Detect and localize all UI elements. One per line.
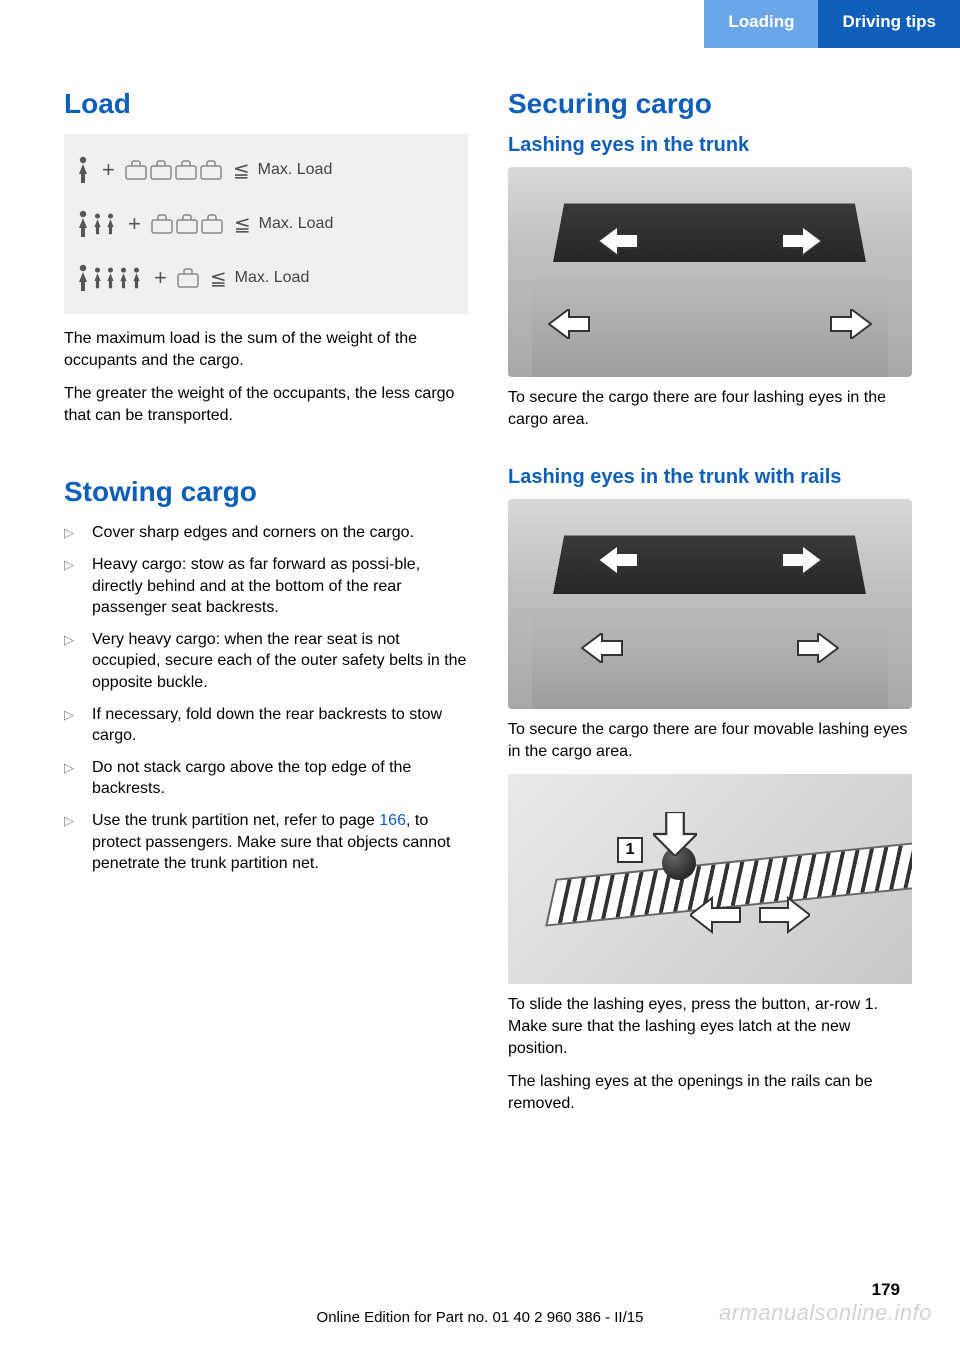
figure-trunk-rails — [508, 499, 912, 709]
load-row: + ≦ Max. Load — [76, 148, 456, 192]
page-number: 179 — [872, 1280, 900, 1300]
figure-rail-detail: 1 — [508, 774, 912, 984]
left-column: Load + ≦ Max. Load + ≦ Max. Load + ≦ Max. Load T… — [64, 88, 468, 1126]
watermark: armanualsonline.info — [719, 1300, 932, 1326]
sub-lashing-trunk: Lashing eyes in the trunk — [508, 134, 912, 157]
load-row: + ≦ Max. Load — [76, 256, 456, 300]
arrow-right-icon — [830, 309, 872, 339]
arrow-right-icon — [797, 633, 839, 663]
list-item: If necessary, fold down the rear backres… — [64, 704, 468, 747]
para-max-load: The maximum load is the sum of the weigh… — [64, 328, 468, 371]
plus-icon: + — [128, 211, 141, 237]
para-greater-weight: The greater the weight of the occupants,… — [64, 383, 468, 426]
arrow-bidirectional-icon — [690, 890, 810, 940]
load-diagram: + ≦ Max. Load + ≦ Max. Load + ≦ Max. Load — [64, 134, 468, 314]
arrow-down-icon — [653, 812, 697, 856]
max-load-label: Max. Load — [235, 269, 310, 287]
xref-page-link[interactable]: 166 — [379, 812, 406, 829]
list-item: Do not stack cargo above the top edge of… — [64, 757, 468, 800]
arrow-left-icon — [597, 545, 639, 575]
heading-load: Load — [64, 88, 468, 120]
right-column: Securing cargo Lashing eyes in the trunk… — [508, 88, 912, 1126]
xref-pre: Use the trunk partition net, refer to pa… — [92, 812, 379, 829]
arrow-right-icon — [781, 545, 823, 575]
leq-icon: ≦ — [210, 266, 227, 291]
header-tabs: Loading Driving tips — [0, 0, 960, 48]
figure-trunk-lashing — [508, 167, 912, 377]
para-rail-2: The lashing eyes at the openings in the … — [508, 1071, 912, 1114]
max-load-label: Max. Load — [259, 215, 334, 233]
sub-lashing-rails: Lashing eyes in the trunk with rails — [508, 466, 912, 489]
list-item: Very heavy cargo: when the rear seat is … — [64, 629, 468, 694]
para-rail-1: To slide the lashing eyes, press the but… — [508, 994, 912, 1059]
load-row: + ≦ Max. Load — [76, 202, 456, 246]
leq-icon: ≦ — [234, 212, 251, 237]
max-load-label: Max. Load — [258, 161, 333, 179]
plus-icon: + — [154, 265, 167, 291]
list-item-xref: Use the trunk partition net, refer to pa… — [64, 810, 468, 875]
arrow-left-icon — [581, 633, 623, 663]
tab-loading: Loading — [704, 0, 818, 48]
leq-icon: ≦ — [233, 158, 250, 183]
callout-1: 1 — [617, 837, 643, 863]
tab-driving-tips: Driving tips — [818, 0, 960, 48]
heading-stowing: Stowing cargo — [64, 476, 468, 508]
para-lashing-2: To secure the cargo there are four movab… — [508, 719, 912, 762]
arrow-left-icon — [548, 309, 590, 339]
stowing-list: Cover sharp edges and corners on the car… — [64, 522, 468, 874]
list-item: Cover sharp edges and corners on the car… — [64, 522, 468, 544]
arrow-right-icon — [781, 226, 823, 256]
arrow-left-icon — [597, 226, 639, 256]
list-item: Heavy cargo: stow as far forward as poss… — [64, 554, 468, 619]
heading-securing: Securing cargo — [508, 88, 912, 120]
plus-icon: + — [102, 157, 115, 183]
para-lashing-1: To secure the cargo there are four lashi… — [508, 387, 912, 430]
